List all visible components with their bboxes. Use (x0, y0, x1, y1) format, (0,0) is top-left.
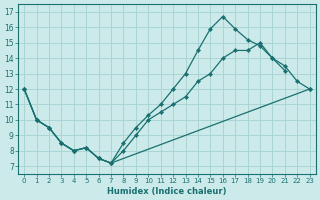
X-axis label: Humidex (Indice chaleur): Humidex (Indice chaleur) (107, 187, 227, 196)
